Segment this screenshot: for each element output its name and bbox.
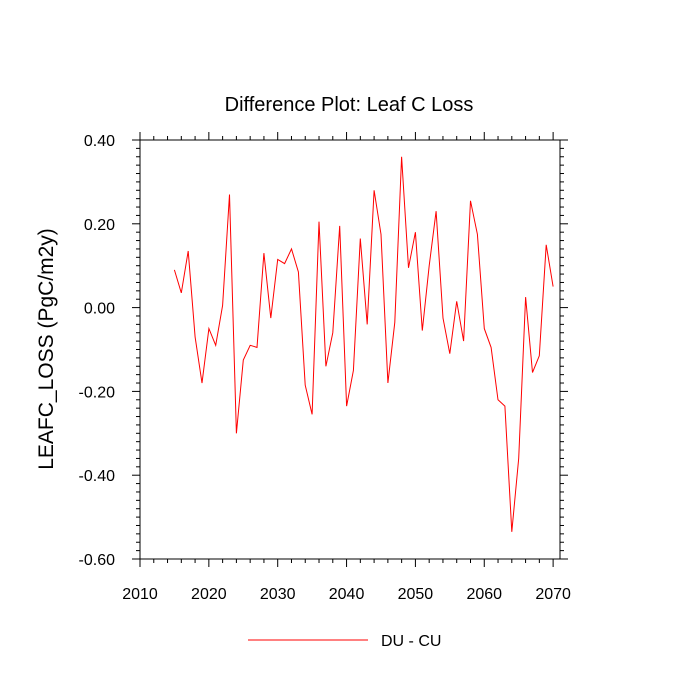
y-tick-label: 0.00 — [84, 301, 115, 318]
major-ticks — [132, 132, 568, 567]
y-tick-label: 0.40 — [84, 133, 115, 150]
y-tick-label: 0.20 — [84, 217, 115, 234]
chart-title: Difference Plot: Leaf C Loss — [225, 94, 474, 116]
tick-labels: 2010 2020 2030 2040 2050 2060 2070 -0.60 -0.40 -0… — [79, 133, 571, 603]
data-series-line — [173, 156, 554, 532]
x-tick-label: 2020 — [191, 586, 227, 603]
x-tick-label: 2030 — [260, 586, 296, 603]
x-tick-label: 2040 — [329, 586, 365, 603]
y-tick-label: -0.40 — [79, 468, 116, 485]
plot-frame — [139, 139, 561, 560]
x-tick-label: 2060 — [466, 586, 502, 603]
minor-ticks — [136, 136, 564, 563]
legend: DU - CU — [248, 633, 441, 650]
x-tick-label: 2070 — [535, 586, 571, 603]
x-tick-label: 2010 — [122, 586, 158, 603]
y-tick-label: -0.60 — [79, 552, 116, 569]
x-tick-label: 2050 — [398, 586, 434, 603]
legend-label: DU - CU — [381, 633, 441, 650]
y-tick-label: -0.20 — [79, 384, 116, 401]
y-axis-label: LEAFC_LOSS (PgC/m2y) — [35, 228, 58, 470]
